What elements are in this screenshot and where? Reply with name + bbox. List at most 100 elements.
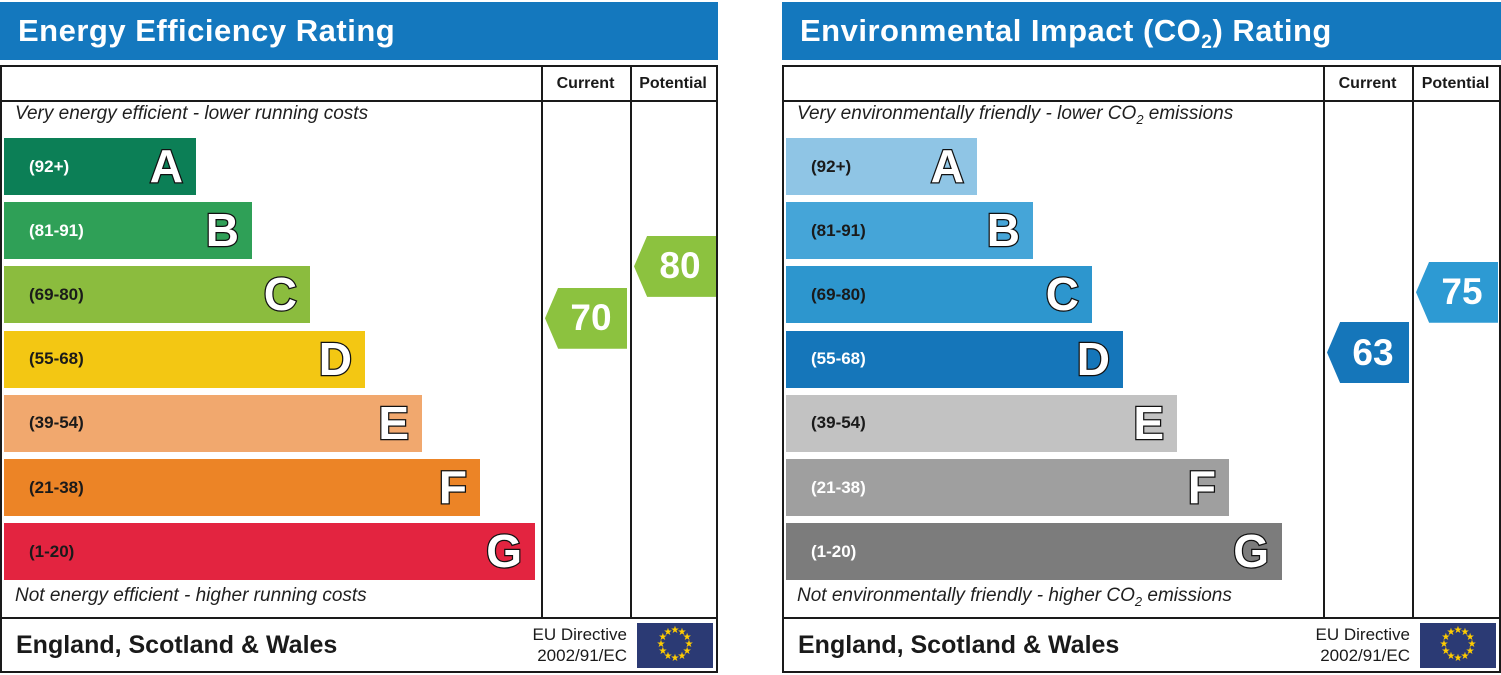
eu-flag-star: ★ xyxy=(1465,632,1475,643)
band-row-b: (81-91) B xyxy=(786,202,1033,260)
eu-flag-star: ★ xyxy=(677,626,687,638)
top-caption: Very energy efficient - lower running co… xyxy=(15,103,368,125)
eu-flag-star: ★ xyxy=(1446,626,1456,638)
band-row-f: (21-38) F xyxy=(4,459,480,516)
band-letter: E xyxy=(1132,396,1165,451)
caption-pre: Not environmentally friendly - higher CO xyxy=(797,585,1135,606)
eu-flag-star: ★ xyxy=(1453,653,1463,664)
chart-footer: England, Scotland & Wales EU Directive 2… xyxy=(0,617,718,673)
eu-flag-star: ★ xyxy=(1453,625,1463,636)
eu-flag-icon: ★ ★ ★ ★ ★ ★ ★ ★ ★ ★ ★ ★ xyxy=(1420,622,1496,668)
environmental-impact-chart: Environmental Impact (CO2) Rating Curren… xyxy=(782,0,1501,675)
chart-title: Environmental Impact (CO2) Rating xyxy=(782,13,1332,52)
rating-bands: (92+) A (81-91) B (69-80) C (55-68) D (39-54) E (2… xyxy=(786,138,1321,590)
eu-flag-icon: ★ ★ ★ ★ ★ ★ ★ ★ ★ ★ ★ ★ xyxy=(637,622,713,668)
band-row-f: (21-38) F xyxy=(786,459,1229,516)
band-letter: B xyxy=(986,203,1022,258)
caption-pre: Very energy efficient - lower running co… xyxy=(15,103,369,124)
band-letter: D xyxy=(318,331,354,386)
band-row-b: (81-91) B xyxy=(4,202,252,260)
column-divider xyxy=(1323,67,1325,619)
eu-flag-star: ★ xyxy=(658,632,668,643)
eu-directive-label: EU Directive 2002/91/EC xyxy=(533,624,627,667)
band-range-label: (69-80) xyxy=(811,284,866,304)
band-letter: F xyxy=(1187,460,1218,515)
potential-column-header: Potential xyxy=(639,75,707,92)
eu-flag-star: ★ xyxy=(670,625,680,636)
band-letter: A xyxy=(930,139,966,194)
band-range-label: (21-38) xyxy=(811,477,866,497)
top-caption: Very environmentally friendly - lower CO… xyxy=(797,103,1234,127)
title-post: ) Rating xyxy=(1212,13,1332,48)
band-bar-b: (81-91) B xyxy=(786,202,1033,260)
caption-post: emissions xyxy=(1143,103,1234,124)
eu-flag-star: ★ xyxy=(658,646,668,657)
band-bar-e: (39-54) E xyxy=(786,394,1177,452)
band-bar-e: (39-54) E xyxy=(4,394,422,452)
eu-flag-star: ★ xyxy=(677,651,687,663)
directive-line2: 2002/91/EC xyxy=(537,646,627,665)
caption-sub: 2 xyxy=(1136,111,1144,127)
band-bar-f: (21-38) F xyxy=(4,459,480,516)
rating-table: Current Potential Very energy efficient … xyxy=(0,65,718,621)
region-label: England, Scotland & Wales xyxy=(16,630,338,659)
band-row-e: (39-54) E xyxy=(786,394,1177,452)
band-bar-b: (81-91) B xyxy=(4,202,252,260)
band-letter: F xyxy=(438,460,469,515)
energy-efficiency-chart: Energy Efficiency Rating Current Potenti… xyxy=(0,0,718,675)
band-bar-a: (92+) A xyxy=(786,138,977,195)
band-letter: D xyxy=(1076,331,1112,386)
band-letter: E xyxy=(377,396,410,451)
eu-flag-star: ★ xyxy=(1460,651,1470,663)
band-row-d: (55-68) D xyxy=(786,330,1123,388)
band-letter: B xyxy=(205,203,241,258)
table-header-row: Current Potential xyxy=(2,67,716,102)
band-letter: C xyxy=(263,267,299,322)
band-bar-a: (92+) A xyxy=(4,138,196,195)
band-row-c: (69-80) C xyxy=(786,266,1092,324)
band-row-d: (55-68) D xyxy=(4,330,365,388)
directive-line2: 2002/91/EC xyxy=(1320,646,1410,665)
band-bar-g: (1-20) G xyxy=(4,523,535,581)
current-rating-arrow: 70 xyxy=(545,287,627,349)
eu-flag-star: ★ xyxy=(1439,639,1449,650)
eu-flag-star: ★ xyxy=(682,632,692,643)
directive-line1: EU Directive xyxy=(1315,624,1410,644)
band-range-label: (81-91) xyxy=(811,220,866,240)
eu-flag-star: ★ xyxy=(1460,626,1470,638)
band-letter: G xyxy=(1232,524,1270,579)
table-header-row: Current Potential xyxy=(784,67,1499,102)
chart-title: Energy Efficiency Rating xyxy=(0,13,395,49)
eu-flag-star: ★ xyxy=(1446,651,1456,663)
title-pre: Energy Efficiency Rating xyxy=(18,13,396,48)
band-range-label: (1-20) xyxy=(29,541,75,561)
band-bar-d: (55-68) D xyxy=(786,330,1123,388)
rating-bands: (92+) A (81-91) B (69-80) C (55-68) D (39-54) E (2… xyxy=(4,138,539,590)
band-bar-g: (1-20) G xyxy=(786,523,1282,581)
column-divider xyxy=(1412,67,1414,619)
energy-title-bar: Energy Efficiency Rating xyxy=(0,2,718,60)
band-bar-c: (69-80) C xyxy=(4,266,310,324)
eu-flag-star: ★ xyxy=(1441,646,1451,657)
band-range-label: (1-20) xyxy=(811,541,857,561)
potential-column-header: Potential xyxy=(1421,75,1490,92)
band-row-g: (1-20) G xyxy=(786,523,1282,581)
column-divider xyxy=(630,67,632,619)
band-bar-c: (69-80) C xyxy=(786,266,1092,324)
eu-flag-star: ★ xyxy=(663,626,673,638)
caption-pre: Not energy efficient - higher running co… xyxy=(15,585,367,606)
band-range-label: (55-68) xyxy=(811,349,866,369)
band-range-label: (39-54) xyxy=(811,413,866,433)
eu-flag-star: ★ xyxy=(684,639,694,650)
band-row-g: (1-20) G xyxy=(4,523,535,581)
band-range-label: (92+) xyxy=(811,156,852,176)
band-range-label: (81-91) xyxy=(29,220,84,240)
caption-sub: 2 xyxy=(1134,593,1143,609)
eu-flag-star: ★ xyxy=(670,653,680,664)
title-sub: 2 xyxy=(1201,32,1213,54)
eu-flag-star: ★ xyxy=(1467,639,1477,650)
eu-flag-star: ★ xyxy=(1465,646,1475,657)
band-range-label: (39-54) xyxy=(29,413,84,433)
current-column-header: Current xyxy=(1338,75,1397,92)
